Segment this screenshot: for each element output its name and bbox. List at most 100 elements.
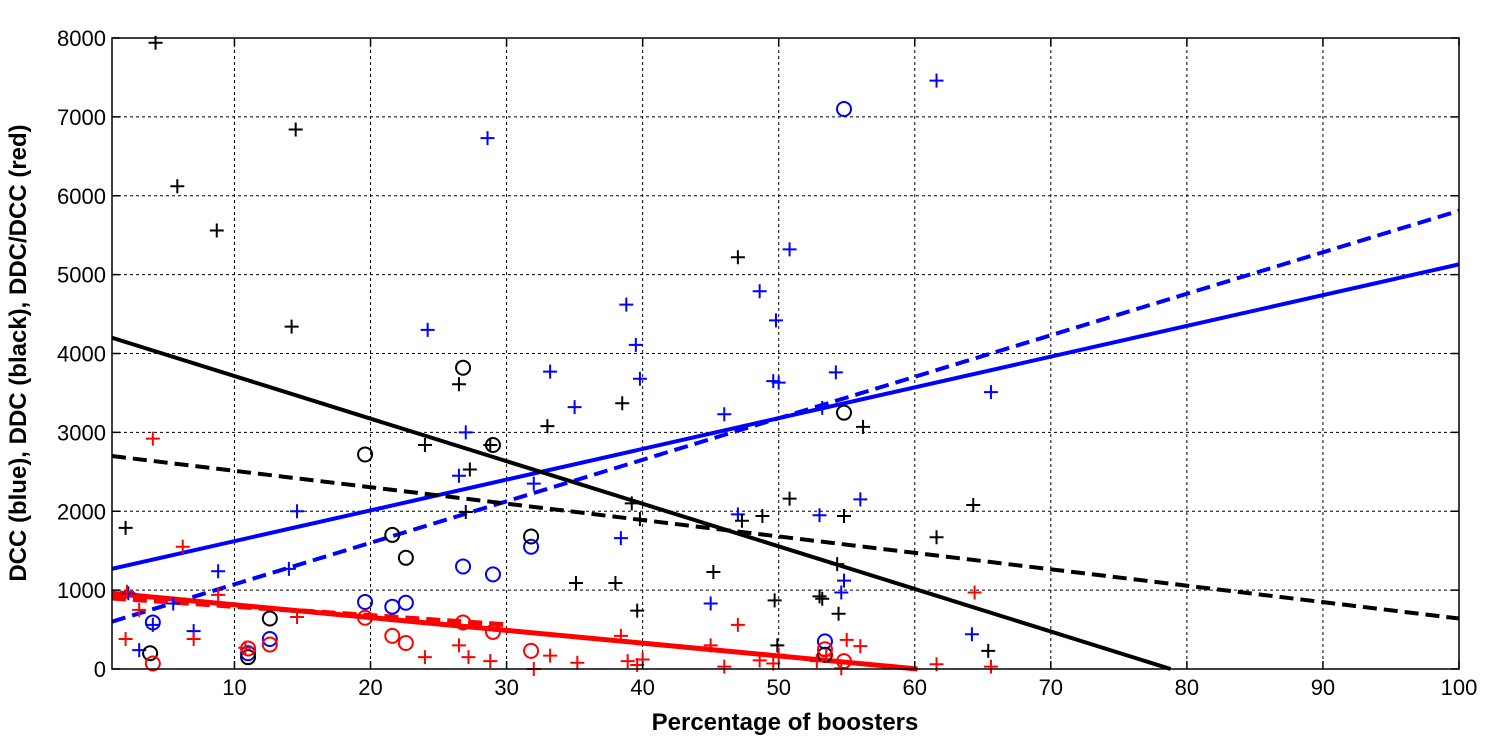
blue-dashed-fit-line bbox=[111, 208, 1460, 624]
y-tick-label: 7000 bbox=[57, 105, 106, 130]
black-plus-point bbox=[929, 530, 944, 545]
blue-circle-point bbox=[240, 645, 257, 662]
x-tick-label: 60 bbox=[903, 675, 927, 700]
red-plus-point bbox=[730, 617, 745, 632]
black-plus-point bbox=[630, 603, 645, 618]
y-tick-label: 1000 bbox=[57, 578, 106, 603]
y-tick-label: 5000 bbox=[57, 263, 106, 288]
blue-plus-point bbox=[543, 364, 558, 379]
red-plus-point bbox=[983, 659, 998, 674]
blue-plus-point bbox=[782, 242, 797, 257]
black-plus-point bbox=[782, 491, 797, 506]
axis-ticks: 10 20 30 40 50 60 70 80 90 1000100020003000400050… bbox=[57, 26, 1477, 700]
black-plus-point bbox=[624, 496, 639, 511]
blue-plus-point bbox=[815, 400, 830, 415]
red-plus-point bbox=[839, 632, 854, 647]
fit-lines bbox=[111, 208, 1460, 672]
red-plus-point bbox=[118, 632, 133, 647]
red-plus-point bbox=[967, 585, 982, 600]
blue-plus-point bbox=[451, 468, 466, 483]
grid-lines bbox=[112, 38, 1459, 669]
red-plus-point bbox=[543, 648, 558, 663]
black-circle-point bbox=[357, 446, 374, 463]
blue-plus-point bbox=[812, 508, 827, 523]
blue-plus-point bbox=[613, 531, 628, 546]
black-plus-point bbox=[417, 437, 432, 452]
blue-circle-point bbox=[144, 614, 161, 631]
blue-circle-point bbox=[484, 566, 501, 583]
red-circle-point bbox=[484, 623, 501, 640]
black-circle-point bbox=[455, 359, 472, 376]
x-tick-label: 20 bbox=[358, 675, 382, 700]
blue-plus-point bbox=[290, 504, 305, 519]
blue-plus-point bbox=[632, 371, 647, 386]
red-plus-point bbox=[752, 653, 767, 668]
y-tick-label: 3000 bbox=[57, 420, 106, 445]
blue-plus-point bbox=[828, 365, 843, 380]
blue-circle-point bbox=[836, 100, 853, 117]
black-plus-point bbox=[734, 513, 749, 528]
black-plus-point bbox=[770, 638, 785, 653]
blue-plus-point bbox=[768, 313, 783, 328]
red-plus-point bbox=[145, 431, 160, 446]
red-plus-point bbox=[461, 650, 476, 665]
blue-plus-point bbox=[121, 586, 136, 601]
black-circle-point bbox=[384, 526, 401, 543]
blue-plus-point bbox=[420, 322, 435, 337]
red-plus-point bbox=[186, 632, 201, 647]
black-plus-point bbox=[981, 643, 996, 658]
black-circle-point bbox=[484, 436, 501, 453]
red-plus-point bbox=[211, 587, 226, 602]
black-dashed-fit-line bbox=[111, 454, 1460, 621]
blue-plus-point bbox=[526, 476, 541, 491]
blue-plus-point bbox=[211, 564, 226, 579]
black-plus-point bbox=[830, 557, 845, 572]
red-plus-point bbox=[451, 638, 466, 653]
red-plus-point bbox=[620, 654, 635, 669]
black-plus-point bbox=[615, 396, 630, 411]
black-plus-point bbox=[608, 576, 623, 591]
blue-plus-point bbox=[619, 297, 634, 312]
blue-plus-point bbox=[834, 585, 849, 600]
y-tick-label: 8000 bbox=[57, 26, 106, 51]
y-tick-label: 0 bbox=[94, 657, 106, 682]
black-plus-point bbox=[288, 122, 303, 137]
black-plus-point bbox=[815, 591, 830, 606]
x-tick-label: 50 bbox=[766, 675, 790, 700]
y-tick-label: 6000 bbox=[57, 184, 106, 209]
black-plus-point bbox=[706, 564, 721, 579]
blue-plus-point bbox=[703, 596, 718, 611]
red-plus-point bbox=[417, 650, 432, 665]
x-tick-label: 30 bbox=[494, 675, 518, 700]
red-dashed-fit-line bbox=[111, 595, 507, 628]
red-plus-point bbox=[613, 628, 628, 643]
red-circle-point bbox=[397, 634, 414, 651]
black-plus-point bbox=[730, 250, 745, 265]
y-tick-label: 4000 bbox=[57, 342, 106, 367]
red-plus-point bbox=[771, 647, 786, 662]
black-plus-point bbox=[837, 508, 852, 523]
black-plus-point bbox=[767, 593, 782, 608]
red-circle-point bbox=[816, 641, 833, 658]
red-plus-point bbox=[119, 584, 134, 599]
red-circle-point bbox=[384, 627, 401, 644]
red-plus-point bbox=[809, 654, 824, 669]
black-plus-point bbox=[568, 576, 583, 591]
x-tick-label: 10 bbox=[222, 675, 246, 700]
black-circle-point bbox=[523, 528, 540, 545]
red-circle-point bbox=[240, 640, 257, 657]
blue-circle-point bbox=[261, 631, 278, 648]
black-plus-point bbox=[540, 419, 555, 434]
black-plus-point bbox=[856, 419, 871, 434]
blue-plus-point bbox=[964, 627, 979, 642]
data-points bbox=[118, 35, 998, 676]
blue-circle-point bbox=[397, 594, 414, 611]
blue-plus-point bbox=[853, 492, 868, 507]
red-circle-point bbox=[523, 642, 540, 659]
blue-plus-point bbox=[837, 573, 852, 588]
red-circle-point bbox=[144, 655, 161, 672]
blue-plus-point bbox=[983, 385, 998, 400]
y-tick-label: 2000 bbox=[57, 499, 106, 524]
black-plus-point bbox=[170, 179, 185, 194]
